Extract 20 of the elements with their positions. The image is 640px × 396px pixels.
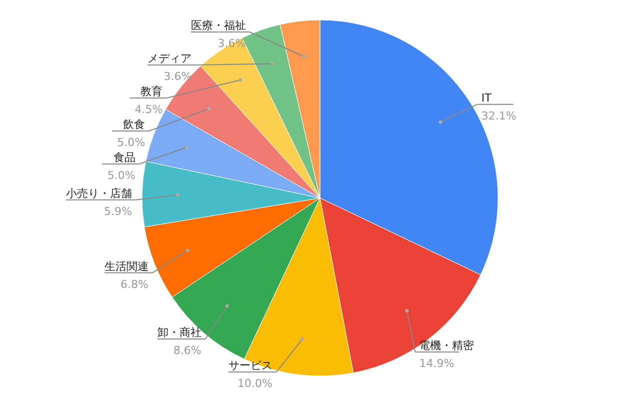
slice-label: 食品 — [113, 151, 136, 164]
slice-label: 電機・精密 — [419, 339, 474, 352]
data-label: 5.0% — [117, 136, 146, 149]
data-label: 14.9% — [419, 357, 454, 370]
data-label: 8.6% — [173, 344, 202, 357]
slice-label: 飲食 — [123, 118, 146, 131]
slice-label: 小売り・店舗 — [66, 186, 132, 200]
slice-label: IT — [481, 91, 492, 104]
data-label: 10.0% — [238, 377, 272, 390]
data-label: 6.8% — [120, 278, 148, 291]
data-label: 32.1% — [481, 109, 516, 122]
slice-label: 生活関連 — [104, 260, 148, 273]
data-label: 5.0% — [107, 169, 136, 182]
slice-label: 医療・福祉 — [190, 19, 246, 32]
slice-label: 教育 — [140, 85, 163, 98]
slice-label: 卸・商社 — [157, 326, 202, 339]
data-label: 3.6% — [164, 70, 192, 83]
slice-label: メディア — [148, 52, 192, 65]
data-label: 4.5% — [134, 103, 163, 116]
data-label: 5.9% — [104, 204, 132, 218]
